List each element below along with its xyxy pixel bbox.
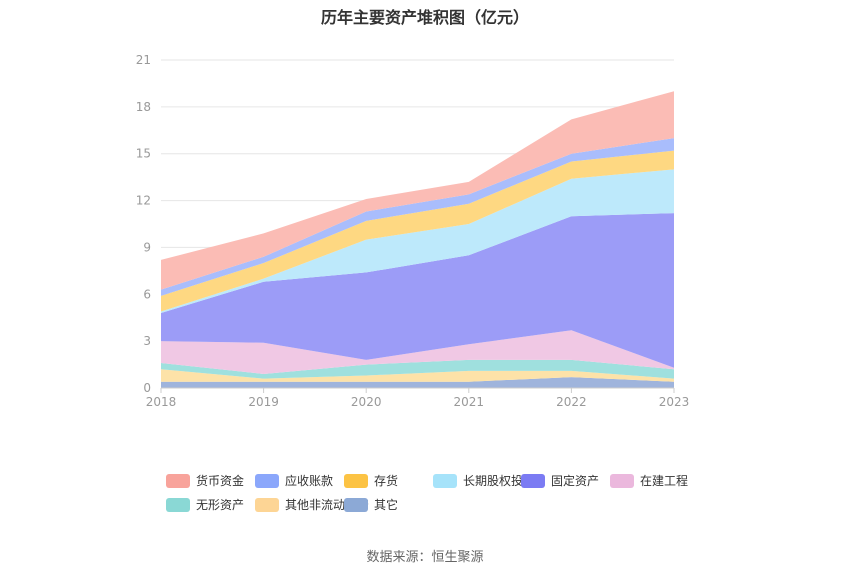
y-tick-label: 0 — [143, 381, 151, 395]
legend-item[interactable]: 货币资金 — [166, 473, 244, 488]
area-series-6 — [161, 150, 674, 312]
y-tick-label: 12 — [136, 194, 151, 208]
legend-label: 无形资产 — [196, 498, 244, 512]
legend-swatch — [344, 474, 368, 488]
x-tick-label: 2023 — [659, 395, 690, 409]
area-series-1 — [161, 369, 674, 382]
legend-item[interactable]: 长期股权投资 — [433, 473, 535, 488]
data-source-note: 数据来源：恒生聚源 — [366, 550, 484, 565]
legend-item[interactable]: 其它 — [344, 497, 398, 512]
legend-swatch — [255, 498, 279, 512]
legend-swatch — [255, 474, 279, 488]
axes: 0 3 6 9 12 15 18 21 2018 2019 2020 2021 2022 2023 — [136, 53, 690, 409]
chart-title: 历年主要资产堆积图（亿元） — [320, 8, 529, 27]
legend-label: 存货 — [374, 473, 398, 488]
area-series-7 — [161, 138, 674, 296]
legend-swatch — [344, 498, 368, 512]
x-tick-label: 2020 — [351, 395, 382, 409]
x-tick-label: 2019 — [248, 395, 279, 409]
legend-label: 应收账款 — [285, 473, 333, 488]
area-series-4 — [161, 213, 674, 368]
area-series-5 — [161, 169, 674, 314]
legend-item[interactable]: 在建工程 — [610, 473, 688, 488]
y-tick-label: 18 — [136, 100, 151, 114]
legend-item[interactable]: 应收账款 — [255, 473, 333, 488]
area-series — [161, 91, 674, 388]
y-tick-label: 6 — [143, 287, 151, 301]
area-series-0 — [161, 377, 674, 388]
legend-item[interactable]: 存货 — [344, 473, 398, 488]
legend-swatch — [166, 498, 190, 512]
y-tick-label: 3 — [143, 334, 151, 348]
area-series-8 — [161, 91, 674, 290]
y-tick-label: 15 — [136, 147, 151, 161]
legend-swatch — [166, 474, 190, 488]
legend-label: 货币资金 — [196, 473, 244, 488]
y-tick-label: 9 — [143, 240, 151, 254]
legend-label: 其它 — [374, 497, 398, 512]
area-series-3 — [161, 330, 674, 374]
x-tick-label: 2022 — [556, 395, 587, 409]
legend-swatch — [521, 474, 545, 488]
x-tick-label: 2021 — [454, 395, 485, 409]
area-series-2 — [161, 359, 674, 379]
legend-label: 固定资产 — [551, 473, 599, 488]
legend-label: 长期股权投资 — [463, 473, 535, 488]
legend-item[interactable]: 无形资产 — [166, 498, 244, 512]
legend-label: 在建工程 — [640, 473, 688, 488]
legend-item[interactable]: 固定资产 — [521, 473, 599, 488]
y-tick-label: 21 — [136, 53, 151, 67]
legend-swatch — [610, 474, 634, 488]
legend-swatch — [433, 474, 457, 488]
x-tick-label: 2018 — [146, 395, 177, 409]
